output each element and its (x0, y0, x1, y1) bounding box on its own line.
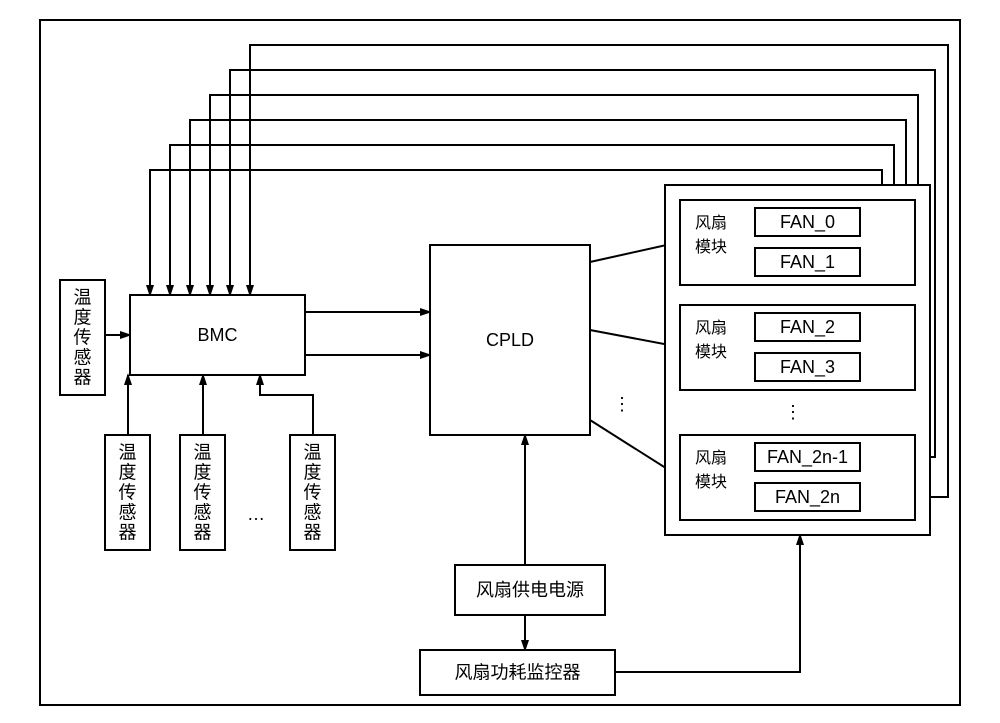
temp_b2-label: 感 (194, 503, 212, 523)
temp_b3-label: 器 (304, 523, 322, 543)
temp_b1-label: 感 (119, 503, 137, 523)
fm_label3-b: 模块 (695, 473, 727, 491)
fm_label2-a: 风扇 (695, 319, 727, 337)
cpld-label: CPLD (486, 330, 534, 350)
cpld-out-ellipsis: ⋮ (613, 394, 631, 414)
fan1-label: FAN_1 (780, 252, 835, 273)
temp_b1-label: 器 (119, 523, 137, 543)
temp_b2-label: 器 (194, 523, 212, 543)
temp_b3-label: 感 (304, 503, 322, 523)
temp_left-label: 感 (74, 348, 92, 368)
fan5-label: FAN_2n (775, 487, 840, 508)
temp_left-label: 器 (74, 368, 92, 388)
temp_b1-label: 度 (119, 463, 137, 483)
temp_b3-label: 度 (304, 463, 322, 483)
fan4-label: FAN_2n-1 (767, 447, 848, 468)
temp_b3-label: 温 (304, 443, 322, 463)
fan2-label: FAN_2 (780, 317, 835, 338)
fm_label3-a: 风扇 (695, 449, 727, 467)
temp_b2-label: 传 (194, 483, 212, 503)
temp_b2-label: 温 (194, 443, 212, 463)
bmc-label: BMC (198, 325, 238, 345)
fm_label1-b: 模块 (695, 238, 727, 256)
fan_mon-label: 风扇功耗监控器 (455, 663, 581, 683)
temp_b3-label: 传 (304, 483, 322, 503)
temp_b2-label: 度 (194, 463, 212, 483)
temp_left-label: 度 (74, 308, 92, 328)
temp_left-label: 温 (74, 288, 92, 308)
fan-module-ellipsis: ⋮ (784, 402, 802, 422)
temp_left-label: 传 (74, 328, 92, 348)
temp_b1-label: 传 (119, 483, 137, 503)
temp_b1-label: 温 (119, 443, 137, 463)
fan3-label: FAN_3 (780, 357, 835, 378)
fm_label1-a: 风扇 (695, 214, 727, 232)
fan0-label: FAN_0 (780, 212, 835, 233)
fm_label2-b: 模块 (695, 343, 727, 361)
fan_psu-label: 风扇供电电源 (476, 580, 584, 600)
temp-ellipsis: … (247, 504, 265, 524)
